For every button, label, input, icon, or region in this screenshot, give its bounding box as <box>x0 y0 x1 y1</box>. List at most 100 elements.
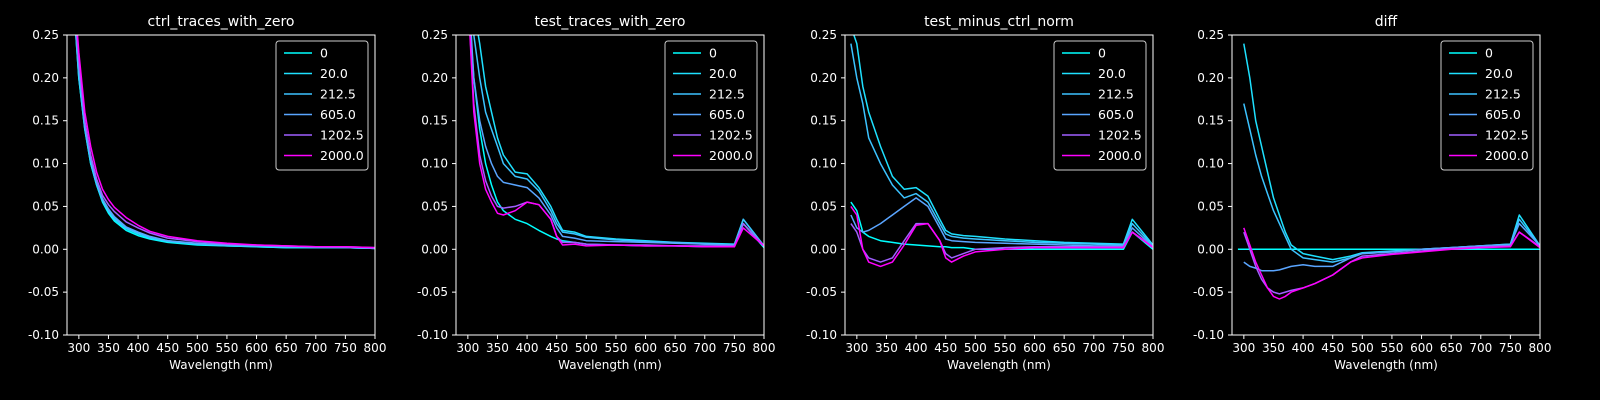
legend-label-3: 605.0 <box>320 107 356 122</box>
y-tick-label: 0.25 <box>1197 28 1224 42</box>
series-line-3 <box>850 197 1153 248</box>
chart-panel-3: diff 300 350 400 450 500 550 600 650 700 750 800 -0.… <box>1193 14 1552 372</box>
x-tick-label: 700 <box>304 341 327 355</box>
x-tick-label: 700 <box>693 341 716 355</box>
series-group <box>1237 43 1540 300</box>
y-tick-label: -0.05 <box>28 285 59 299</box>
x-tick-label: 750 <box>723 341 746 355</box>
series-line-5 <box>850 205 1153 268</box>
y-tick-label: 0.15 <box>1197 114 1224 128</box>
y-tick-label: 0.05 <box>32 199 59 213</box>
x-tick-label: 300 <box>67 341 90 355</box>
legend-label-1: 20.0 <box>1098 66 1126 81</box>
x-tick-label: 800 <box>753 341 776 355</box>
x-tick-label: 550 <box>604 341 627 355</box>
x-tick-label: 750 <box>1499 341 1522 355</box>
legend-label-5: 2000.0 <box>709 148 753 163</box>
legend: 0 20.0 212.5 605.0 1202.5 2000.0 <box>1440 40 1534 171</box>
legend-label-0: 0 <box>709 46 717 61</box>
legend-label-0: 0 <box>1485 46 1493 61</box>
x-tick-label: 400 <box>905 341 928 355</box>
x-tick-label: 800 <box>1529 341 1552 355</box>
legend-label-2: 212.5 <box>1485 87 1521 102</box>
x-tick-label: 700 <box>1469 341 1492 355</box>
series-group <box>850 35 1153 268</box>
x-tick-label: 450 <box>1321 341 1344 355</box>
x-tick-label: 500 <box>1351 341 1374 355</box>
chart-panel-1: test_traces_with_zero 300 350 400 450 500 550 6… <box>417 14 776 372</box>
chart-title: ctrl_traces_with_zero <box>148 14 295 30</box>
x-tick-label: 350 <box>1262 341 1285 355</box>
series-line-5 <box>76 35 375 249</box>
y-tick-label: -0.05 <box>806 285 837 299</box>
x-tick-label: 550 <box>993 341 1016 355</box>
x-tick-label: 500 <box>964 341 987 355</box>
x-tick-label: 600 <box>634 341 657 355</box>
x-tick-label: 700 <box>1082 341 1105 355</box>
x-tick-label: 350 <box>97 341 120 355</box>
series-line-2 <box>850 43 1153 247</box>
x-tick-label: 500 <box>575 341 598 355</box>
chart-panel-2: test_minus_ctrl_norm 300 350 400 450 500 550 60… <box>806 14 1165 372</box>
y-tick-label: -0.10 <box>806 328 837 342</box>
y-tick-label: -0.10 <box>1193 328 1224 342</box>
y-tick-label: -0.05 <box>417 285 448 299</box>
plot-frame <box>66 34 376 336</box>
legend-label-2: 212.5 <box>320 87 356 102</box>
chart-title: test_minus_ctrl_norm <box>924 14 1074 30</box>
chart-title: test_traces_with_zero <box>535 14 686 30</box>
series-line-1 <box>853 35 1153 246</box>
x-tick-label: 750 <box>334 341 357 355</box>
legend-label-5: 2000.0 <box>1485 148 1529 163</box>
y-tick-label: 0.10 <box>32 157 59 171</box>
y-tick-label: 0.20 <box>810 71 837 85</box>
x-tick-label: 550 <box>1380 341 1403 355</box>
y-tick-label: 0.15 <box>810 114 837 128</box>
x-tick-label: 450 <box>156 341 179 355</box>
x-tick-label: 650 <box>275 341 298 355</box>
x-tick-label: 650 <box>664 341 687 355</box>
y-tick-label: 0.15 <box>32 114 59 128</box>
y-tick-label: 0.00 <box>32 242 59 256</box>
y-tick-label: 0.05 <box>1197 199 1224 213</box>
x-tick-label: 800 <box>1142 341 1165 355</box>
x-axis-label: Wavelength (nm) <box>947 358 1051 372</box>
y-tick-label: 0.10 <box>1197 157 1224 171</box>
legend-label-1: 20.0 <box>320 66 348 81</box>
x-tick-label: 400 <box>1292 341 1315 355</box>
legend-label-4: 1202.5 <box>1098 128 1142 143</box>
legend-label-3: 605.0 <box>709 107 745 122</box>
legend-label-0: 0 <box>320 46 328 61</box>
x-tick-label: 300 <box>1232 341 1255 355</box>
series-line-3 <box>1243 222 1540 272</box>
y-tick-label: 0.05 <box>421 199 448 213</box>
plot-frame <box>844 34 1154 336</box>
x-tick-label: 400 <box>516 341 539 355</box>
x-tick-label: 350 <box>875 341 898 355</box>
y-tick-label: -0.10 <box>28 328 59 342</box>
legend-label-1: 20.0 <box>709 66 737 81</box>
y-tick-label: 0.10 <box>421 157 448 171</box>
y-tick-label: 0.20 <box>421 71 448 85</box>
y-tick-label: 0.25 <box>810 28 837 42</box>
x-tick-label: 350 <box>486 341 509 355</box>
series-line-5 <box>469 35 764 248</box>
x-tick-label: 650 <box>1440 341 1463 355</box>
legend-label-4: 1202.5 <box>320 128 364 143</box>
legend-label-3: 605.0 <box>1485 107 1521 122</box>
y-tick-label: -0.05 <box>1193 285 1224 299</box>
chart-title: diff <box>1375 14 1398 30</box>
x-tick-label: 450 <box>934 341 957 355</box>
legend: 0 20.0 212.5 605.0 1202.5 2000.0 <box>275 40 369 171</box>
series-line-0 <box>850 201 1153 251</box>
x-tick-label: 600 <box>245 341 268 355</box>
y-tick-label: 0.15 <box>421 114 448 128</box>
x-tick-label: 400 <box>127 341 150 355</box>
x-tick-label: 500 <box>186 341 209 355</box>
plot-frame <box>455 34 765 336</box>
legend-label-2: 212.5 <box>709 87 745 102</box>
legend-label-5: 2000.0 <box>320 148 364 163</box>
legend-label-4: 1202.5 <box>1485 128 1529 143</box>
x-tick-label: 750 <box>1112 341 1135 355</box>
